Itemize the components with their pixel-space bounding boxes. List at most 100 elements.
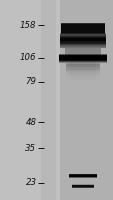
Bar (68, 174, 96, 175)
Bar (64, 48, 100, 49)
Bar (59, 36, 105, 38)
Bar (72, 185, 93, 186)
Bar (61, 25, 104, 27)
Bar (61, 28, 104, 30)
Bar (59, 55, 106, 57)
Bar (61, 23, 104, 25)
Bar (69, 61, 95, 63)
Bar (69, 74, 95, 76)
Bar (66, 79, 99, 81)
Bar (72, 184, 93, 185)
Bar (59, 56, 106, 57)
Bar (59, 38, 105, 40)
Bar (68, 174, 96, 175)
Bar (68, 176, 96, 177)
Bar (61, 31, 104, 33)
Bar (72, 187, 93, 188)
Bar (59, 37, 105, 39)
Bar (41, 0, 55, 200)
Text: 48: 48 (25, 118, 36, 127)
Bar (59, 46, 105, 47)
Text: 35: 35 (25, 144, 36, 153)
Bar (69, 64, 95, 66)
Bar (61, 30, 104, 32)
Bar (59, 56, 106, 57)
Bar (72, 186, 93, 188)
Bar (59, 54, 106, 56)
Bar (69, 72, 95, 74)
Bar (59, 55, 106, 56)
Bar (59, 60, 106, 62)
Bar (59, 58, 106, 59)
Bar (61, 29, 104, 31)
Bar (68, 174, 96, 175)
Bar (59, 61, 106, 62)
Bar (59, 62, 106, 63)
Bar (69, 70, 95, 72)
Bar (59, 61, 106, 62)
Bar (66, 65, 99, 67)
Bar (72, 185, 93, 186)
Bar (64, 50, 100, 52)
Bar (66, 69, 99, 71)
Bar (64, 54, 100, 56)
Bar (69, 63, 95, 65)
Bar (66, 74, 99, 75)
Bar (69, 67, 95, 69)
Bar (72, 185, 93, 186)
Bar (61, 26, 104, 28)
Bar (64, 56, 100, 58)
Bar (66, 75, 99, 76)
Bar (68, 176, 96, 177)
Bar (59, 59, 106, 60)
Bar (59, 33, 105, 35)
Bar (59, 62, 106, 63)
Bar (64, 51, 100, 53)
Text: 106: 106 (20, 53, 36, 62)
Bar (59, 34, 105, 36)
Bar (59, 43, 105, 44)
Bar (66, 69, 99, 70)
Bar (59, 60, 106, 61)
Bar (68, 175, 96, 176)
Bar (69, 62, 95, 64)
Bar (59, 59, 106, 60)
Bar (60, 0, 113, 200)
Bar (59, 45, 105, 46)
Bar (61, 32, 104, 34)
Bar (68, 175, 96, 176)
Bar (61, 24, 104, 26)
Bar (64, 49, 100, 51)
Bar (66, 72, 99, 74)
Bar (59, 61, 106, 63)
Bar (69, 73, 95, 75)
Bar (59, 40, 105, 41)
Bar (72, 186, 93, 187)
Bar (66, 71, 99, 73)
Bar (66, 73, 99, 75)
Bar (59, 42, 105, 43)
Text: 79: 79 (25, 77, 36, 86)
Bar (68, 176, 96, 178)
Bar (66, 64, 99, 66)
Text: 158: 158 (20, 21, 36, 30)
Bar (72, 186, 93, 187)
Bar (59, 59, 106, 61)
Bar (64, 48, 100, 50)
Bar (66, 70, 99, 72)
Bar (69, 77, 95, 79)
Bar (69, 69, 95, 71)
Bar (69, 58, 95, 60)
Bar (66, 68, 99, 70)
Bar (66, 67, 99, 69)
Bar (66, 76, 99, 78)
Bar (66, 66, 99, 68)
Bar (64, 57, 100, 59)
Bar (59, 41, 105, 42)
Bar (64, 53, 100, 55)
Bar (69, 60, 95, 62)
Bar (64, 55, 100, 57)
Bar (59, 55, 106, 57)
Bar (59, 39, 105, 41)
Bar (59, 57, 106, 58)
